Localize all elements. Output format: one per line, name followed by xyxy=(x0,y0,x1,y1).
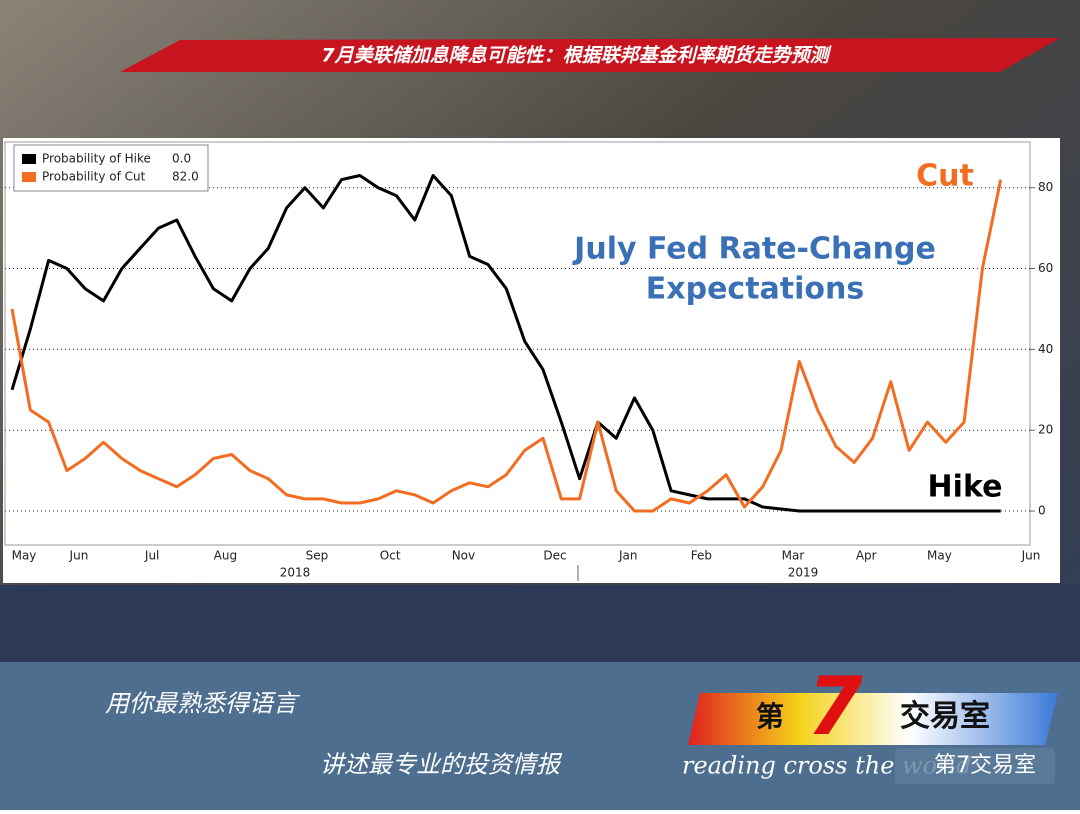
x-tick-label: Mar xyxy=(782,549,805,563)
y-tick-label: 20 xyxy=(1038,423,1053,437)
photo-strip xyxy=(0,585,1080,665)
legend-label: Probability of Cut xyxy=(42,170,146,184)
series-line xyxy=(10,174,1001,513)
banner xyxy=(120,38,1060,72)
x-tick-label: Apr xyxy=(856,549,877,563)
legend-box xyxy=(13,144,209,192)
slogan: 用你最熟悉得语言 xyxy=(105,690,300,718)
y-tick-label: 0 xyxy=(1038,504,1046,518)
chart-title: July Fed Rate-Change xyxy=(572,232,936,267)
x-tick-label: Aug xyxy=(214,549,237,563)
legend-value: 0.0 xyxy=(172,152,191,166)
watermark-bg xyxy=(895,748,1055,784)
series-line xyxy=(10,179,1003,513)
logo-box xyxy=(688,693,1058,745)
y-tick-label: 40 xyxy=(1038,342,1053,356)
watermark: 第7交易室 xyxy=(934,753,1036,778)
chart: 0 20 40 60 80 May Jun Jul Aug Sep Oct Nov Dec Jan Feb M… xyxy=(4,141,1053,581)
x-tick-label: Jul xyxy=(144,549,159,563)
chart-title: Expectations xyxy=(646,272,864,307)
banner-title: 7月美联储加息降息可能性：根据联邦基金利率期货走势预测 xyxy=(321,45,832,67)
year-label: 2019 xyxy=(788,566,819,580)
annotation: Hike xyxy=(928,470,1003,505)
legend-swatch xyxy=(22,154,36,164)
x-tick-label: Jan xyxy=(618,549,638,563)
y-tick-label: 80 xyxy=(1038,180,1053,194)
year-label: 2018 xyxy=(280,566,311,580)
y-tick-label: 60 xyxy=(1038,261,1053,275)
logo-7: 7 xyxy=(807,660,863,753)
x-tick-label: Oct xyxy=(380,549,401,563)
logo-di: 第 xyxy=(756,700,784,733)
x-tick-label: Dec xyxy=(543,549,566,563)
plot-frame xyxy=(4,141,1031,546)
legend-label: Probability of Hike xyxy=(42,152,151,166)
x-tick-label: Feb xyxy=(691,549,712,563)
x-tick-label: Nov xyxy=(452,549,475,563)
x-tick-label: Jun xyxy=(1021,549,1041,563)
annotation: Cut xyxy=(916,159,974,194)
x-tick-label: Jun xyxy=(69,549,89,563)
slogan: 讲述最专业的投资情报 xyxy=(320,751,563,779)
chart-panel xyxy=(3,138,1060,583)
legend-swatch xyxy=(22,172,36,182)
x-tick-label: May xyxy=(927,549,952,563)
logo-name: 交易室 xyxy=(900,699,990,734)
legend-value: 82.0 xyxy=(172,170,199,184)
x-tick-label: May xyxy=(12,549,37,563)
x-tick-label: Sep xyxy=(306,549,329,563)
